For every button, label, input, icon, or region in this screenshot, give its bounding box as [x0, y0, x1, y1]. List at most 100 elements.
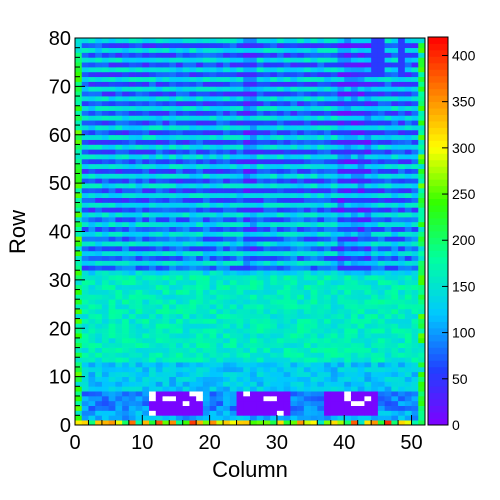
heatmap-cell — [371, 265, 379, 271]
heatmap-cell — [290, 400, 298, 406]
heatmap-cell — [88, 187, 96, 194]
heatmap-cell — [283, 294, 291, 300]
heatmap-cell — [189, 202, 197, 208]
heatmap-cell — [81, 105, 89, 111]
heatmap-cell — [404, 42, 412, 49]
heatmap-cell — [175, 197, 184, 203]
heatmap-cell — [122, 144, 130, 150]
heatmap-cell — [350, 270, 359, 276]
heatmap-cell — [337, 323, 345, 329]
colorbar-segment — [428, 250, 448, 258]
heatmap-cell — [162, 246, 170, 252]
heatmap-cell — [155, 183, 163, 189]
heatmap-cell — [189, 328, 197, 334]
heatmap-cell — [182, 158, 190, 165]
heatmap-cell — [209, 86, 217, 92]
heatmap-cell — [142, 255, 150, 261]
heatmap-cell — [357, 395, 365, 402]
heatmap-cell — [182, 149, 190, 155]
heatmap-cell — [350, 134, 359, 140]
heatmap-cell — [209, 139, 217, 145]
heatmap-cell — [202, 110, 210, 116]
heatmap-cell — [283, 347, 291, 353]
heatmap-cell — [324, 255, 332, 261]
heatmap-cell — [101, 125, 109, 131]
heatmap-cell — [149, 168, 157, 174]
heatmap-cell — [169, 420, 177, 426]
heatmap-cell — [404, 265, 412, 271]
heatmap-cell — [122, 313, 130, 319]
heatmap-cell — [182, 81, 190, 87]
heatmap-cell — [216, 173, 224, 179]
heatmap-cell — [418, 154, 426, 160]
heatmap-cell — [324, 250, 332, 257]
heatmap-cell — [377, 207, 385, 213]
heatmap-cell — [398, 371, 406, 377]
heatmap-cell — [391, 362, 399, 368]
heatmap-cell — [128, 371, 136, 377]
heatmap-cell — [371, 299, 379, 305]
heatmap-cell — [377, 192, 385, 198]
heatmap-cell — [135, 275, 143, 281]
heatmap-cell — [243, 362, 251, 368]
heatmap-cell — [182, 52, 190, 58]
heatmap-cell — [108, 202, 116, 208]
heatmap-cell — [256, 294, 264, 300]
heatmap-cell — [324, 362, 332, 368]
heatmap-cell — [263, 158, 271, 165]
heatmap-cell — [411, 100, 419, 107]
heatmap-cell — [149, 154, 157, 160]
heatmap-cell — [250, 110, 258, 116]
heatmap-cell — [337, 236, 345, 242]
heatmap-cell — [189, 352, 197, 358]
heatmap-cell — [256, 47, 264, 53]
heatmap-cell — [377, 183, 385, 189]
heatmap-cell — [344, 357, 352, 363]
heatmap-cell — [337, 381, 345, 387]
heatmap-cell — [142, 410, 150, 416]
heatmap-cell — [391, 67, 399, 73]
heatmap-cell — [81, 366, 89, 373]
heatmap-cell — [350, 275, 359, 281]
heatmap-cell — [189, 86, 197, 92]
heatmap-cell — [330, 52, 338, 58]
heatmap-cell — [303, 323, 311, 329]
heatmap-cell — [175, 216, 184, 223]
heatmap-cell — [209, 376, 217, 382]
heatmap-cell — [128, 105, 136, 111]
heatmap-cell — [303, 308, 311, 315]
heatmap-cell — [122, 197, 130, 203]
heatmap-cell — [189, 110, 197, 116]
heatmap-cell — [330, 265, 338, 271]
heatmap-cell — [101, 265, 109, 271]
heatmap-cell — [175, 76, 184, 82]
heatmap-cell — [256, 187, 264, 194]
heatmap-cell — [155, 342, 163, 348]
heatmap-cell — [290, 381, 298, 387]
heatmap-cell — [202, 125, 210, 131]
heatmap-cell — [270, 129, 278, 136]
heatmap-cell — [418, 202, 426, 208]
heatmap-cell — [108, 62, 116, 68]
heatmap-cell — [75, 294, 83, 300]
heatmap-cell — [182, 100, 190, 107]
heatmap-cell — [149, 420, 157, 426]
heatmap-cell — [411, 105, 419, 111]
heatmap-cell — [216, 197, 224, 203]
heatmap-cell — [337, 134, 345, 140]
heatmap-cell — [175, 395, 184, 402]
heatmap-cell — [290, 299, 298, 305]
heatmap-cell — [223, 236, 231, 242]
heatmap-cell — [115, 342, 123, 348]
heatmap-cell — [135, 405, 143, 411]
heatmap-cell — [216, 304, 224, 310]
heatmap-cell — [128, 405, 136, 411]
heatmap-cell — [209, 192, 217, 198]
heatmap-cell — [122, 105, 130, 111]
heatmap-cell — [135, 289, 143, 295]
heatmap-cell — [108, 347, 116, 353]
heatmap-cell — [250, 250, 258, 257]
heatmap-cell — [310, 178, 318, 184]
heatmap-cell — [169, 284, 177, 290]
heatmap-cell — [162, 212, 170, 218]
